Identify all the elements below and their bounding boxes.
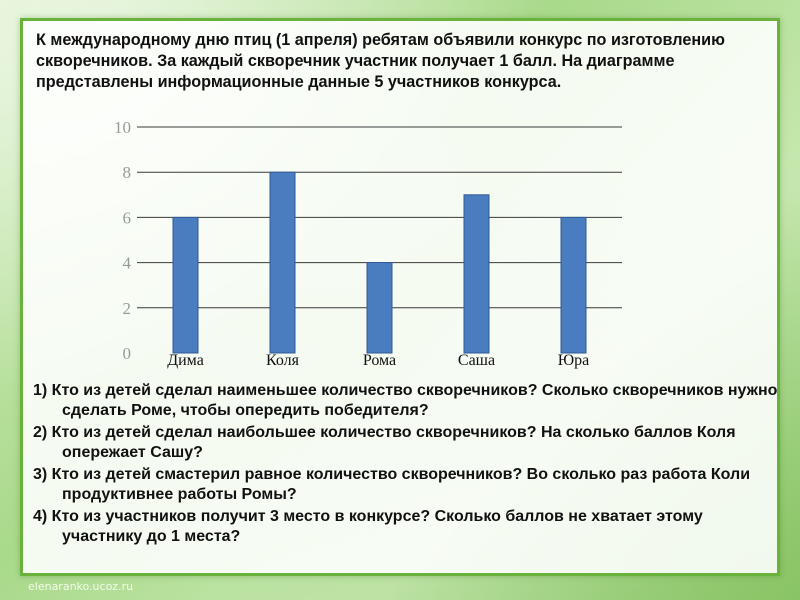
y-tick-label-0: 0 <box>123 344 132 363</box>
question-1: 1) Кто из детей сделал наименьшее количе… <box>33 382 778 419</box>
intro-text: К международному дню птиц (1 апреля) реб… <box>36 31 725 91</box>
bar-4 <box>463 194 490 354</box>
question-3: 3) Кто из детей смастерил равное количес… <box>33 466 751 503</box>
chart-bars <box>172 171 587 354</box>
y-tick-label-10: 10 <box>114 118 131 137</box>
bar-3 <box>366 262 393 354</box>
category-label-3: Рома <box>363 352 396 369</box>
y-axis-ticks: 0 2 4 6 8 10 <box>114 118 132 363</box>
question-list: 1) Кто из детей сделал наименьшее количе… <box>33 381 778 549</box>
question-4: 4) Кто из участников получит 3 место в к… <box>33 508 703 545</box>
y-tick-label-4: 4 <box>123 254 132 273</box>
bar-2 <box>269 171 296 354</box>
category-label-4: Саша <box>458 352 495 369</box>
bar-1 <box>172 216 199 354</box>
question-2: 2) Кто из детей сделал наибольшее количе… <box>33 424 736 461</box>
category-label-2: Коля <box>266 352 300 369</box>
category-label-1: Дима <box>167 352 204 369</box>
y-tick-label-2: 2 <box>123 299 132 318</box>
slide-panel <box>20 18 780 576</box>
y-tick-label-6: 6 <box>123 208 132 227</box>
y-tick-label-8: 8 <box>123 163 132 182</box>
x-axis-categories: Дима Коля Рома Саша Юра <box>167 352 589 369</box>
category-label-5: Юра <box>558 352 590 369</box>
bar-5 <box>560 216 587 354</box>
site-url: elenaranko.ucoz.ru <box>28 580 134 593</box>
